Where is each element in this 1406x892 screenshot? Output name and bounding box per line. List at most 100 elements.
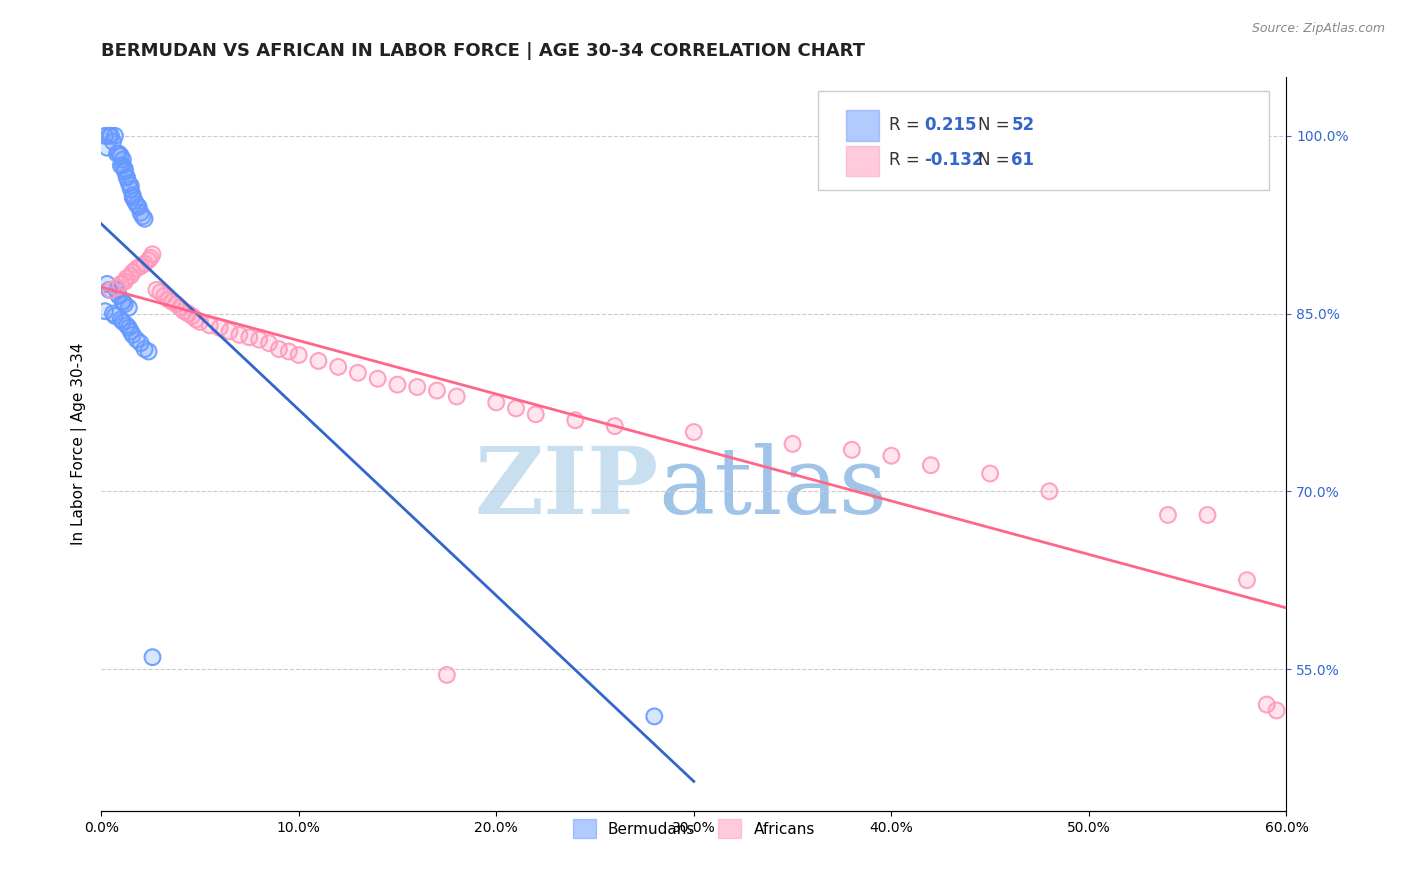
Point: [115, 170, 138, 185]
Text: Source: ZipAtlas.com: Source: ZipAtlas.com: [1251, 22, 1385, 36]
Y-axis label: In Labor Force | Age 30-34: In Labor Force | Age 30-34: [72, 343, 87, 545]
Point: [121, 188, 143, 202]
Point: [682, 425, 704, 439]
Point: [165, 297, 187, 311]
Point: [406, 380, 429, 394]
Point: [426, 384, 449, 398]
Point: [121, 327, 143, 342]
Point: [105, 283, 128, 297]
Point: [153, 289, 176, 303]
Point: [1038, 484, 1060, 499]
Point: [114, 161, 136, 176]
Point: [125, 197, 148, 211]
Point: [115, 318, 138, 333]
Point: [880, 449, 903, 463]
Point: [105, 146, 128, 161]
Point: [141, 650, 163, 665]
Point: [118, 176, 141, 190]
Point: [177, 307, 200, 321]
Point: [198, 318, 221, 333]
Point: [1157, 508, 1180, 522]
Point: [184, 312, 207, 326]
Point: [138, 344, 160, 359]
Point: [108, 289, 131, 303]
Point: [149, 285, 172, 300]
Point: [446, 390, 468, 404]
Point: [141, 247, 163, 261]
Text: 0.215: 0.215: [924, 116, 976, 134]
Point: [173, 304, 195, 318]
Point: [139, 251, 162, 265]
Point: [118, 176, 141, 190]
Point: [782, 437, 804, 451]
Point: [115, 271, 138, 285]
Point: [129, 206, 152, 220]
Point: [138, 344, 160, 359]
Point: [98, 283, 121, 297]
Point: [125, 333, 148, 347]
Point: [134, 211, 156, 226]
Point: [105, 283, 128, 297]
Text: 52: 52: [1011, 116, 1035, 134]
Point: [120, 268, 142, 283]
Point: [120, 178, 142, 193]
Point: [307, 354, 329, 368]
Point: [162, 294, 184, 309]
Point: [115, 271, 138, 285]
Point: [111, 315, 134, 329]
Point: [128, 200, 150, 214]
Point: [118, 320, 141, 334]
Point: [110, 158, 132, 172]
Point: [108, 289, 131, 303]
Point: [110, 312, 132, 326]
FancyBboxPatch shape: [818, 91, 1268, 191]
Point: [114, 164, 136, 178]
Point: [181, 309, 204, 323]
Point: [149, 285, 172, 300]
Point: [1256, 698, 1278, 712]
Text: 61: 61: [1011, 152, 1035, 169]
Point: [524, 407, 547, 421]
Point: [105, 283, 128, 297]
Point: [96, 141, 118, 155]
Point: [120, 182, 142, 196]
Point: [131, 210, 153, 224]
Point: [643, 709, 665, 723]
Point: [208, 320, 231, 334]
Point: [134, 257, 156, 271]
Point: [277, 344, 299, 359]
Point: [120, 182, 142, 196]
Point: [111, 158, 134, 172]
Point: [347, 366, 370, 380]
Point: [218, 324, 240, 338]
Text: R =: R =: [890, 116, 925, 134]
Point: [101, 135, 124, 149]
Point: [169, 301, 191, 315]
Point: [208, 320, 231, 334]
Point: [115, 170, 138, 185]
Point: [100, 283, 122, 297]
Point: [121, 327, 143, 342]
Point: [1265, 703, 1288, 717]
Point: [128, 200, 150, 214]
Point: [121, 265, 143, 279]
Legend: Bermudans, Africans: Bermudans, Africans: [567, 814, 821, 844]
Point: [485, 395, 508, 409]
Point: [247, 333, 270, 347]
Point: [104, 128, 127, 143]
Point: [228, 327, 250, 342]
Point: [145, 283, 167, 297]
Point: [94, 128, 117, 143]
Point: [157, 293, 180, 307]
Point: [114, 164, 136, 178]
Point: [387, 377, 409, 392]
Point: [247, 333, 270, 347]
Point: [880, 449, 903, 463]
Point: [198, 318, 221, 333]
Point: [138, 253, 160, 268]
Point: [1236, 573, 1258, 587]
Point: [121, 265, 143, 279]
Point: [104, 309, 127, 323]
Point: [124, 194, 146, 208]
Point: [129, 259, 152, 273]
